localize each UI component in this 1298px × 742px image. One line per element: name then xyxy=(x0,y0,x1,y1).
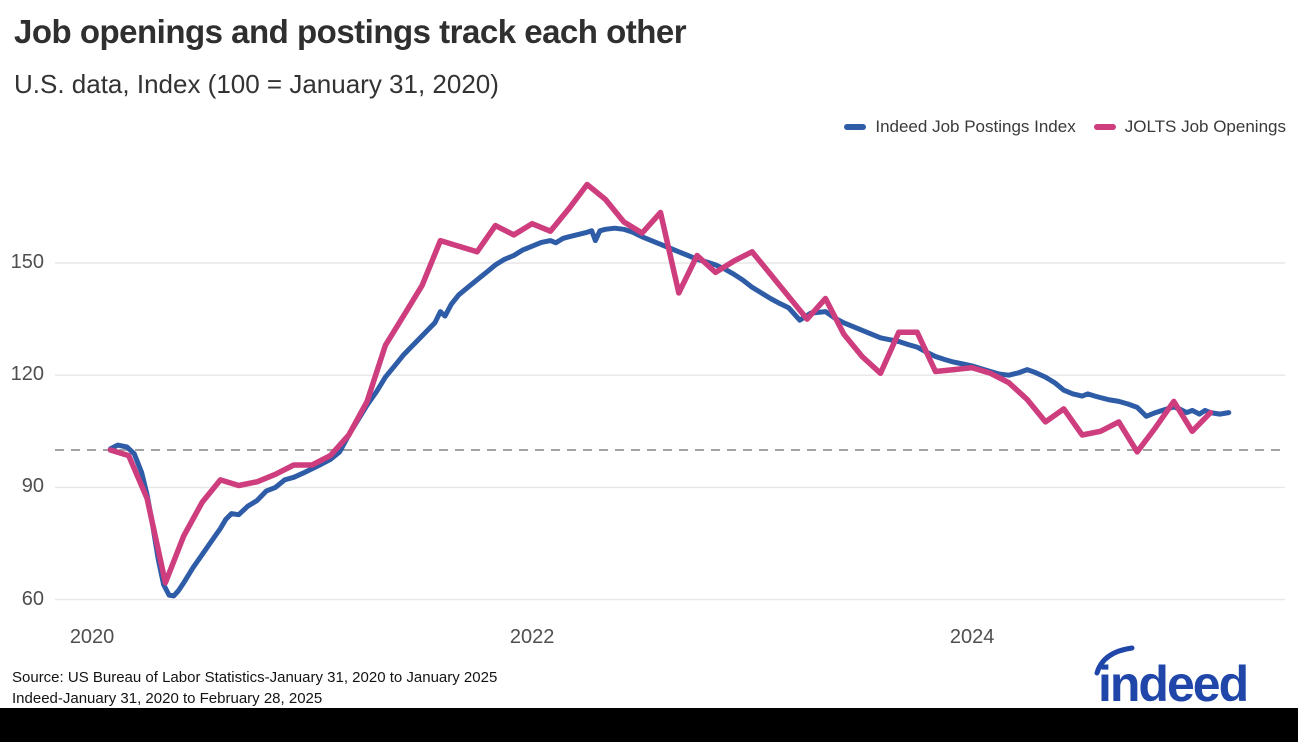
source-note: Source: US Bureau of Labor Statistics-Ja… xyxy=(12,667,497,709)
legend: Indeed Job Postings Index JOLTS Job Open… xyxy=(844,117,1286,137)
y-axis-tick-90: 90 xyxy=(21,475,44,498)
legend-item-jolts: JOLTS Job Openings xyxy=(1093,117,1286,137)
legend-label-indeed: Indeed Job Postings Index xyxy=(875,117,1076,136)
y-axis-tick-120: 120 xyxy=(10,363,44,386)
x-axis-tick-2024: 2024 xyxy=(949,626,995,648)
logo-arc-icon xyxy=(1094,645,1135,676)
jolts-legend-swatch-icon xyxy=(1093,124,1116,130)
y-axis-tick-60: 60 xyxy=(21,587,44,610)
indeed-legend-swatch-icon xyxy=(844,124,867,130)
x-axis-tick-2020: 2020 xyxy=(69,626,115,648)
indeed-logo: indeed xyxy=(1094,645,1249,707)
indeed-postings-line xyxy=(107,225,1232,599)
page-subtitle: U.S. data, Index (100 = January 31, 2020… xyxy=(14,69,499,99)
y-axis-tick-150: 150 xyxy=(10,251,44,273)
source-line-2: Indeed-January 31, 2020 to February 28, … xyxy=(12,690,323,707)
page-title: Job openings and postings track each oth… xyxy=(14,13,687,50)
legend-label-jolts: JOLTS Job Openings xyxy=(1124,117,1286,136)
indeed-logo-text: indeed xyxy=(1098,656,1247,707)
legend-item-indeed: Indeed Job Postings Index xyxy=(844,117,1076,137)
source-line-1: Source: US Bureau of Labor Statistics-Ja… xyxy=(12,669,498,686)
x-axis-tick-2022: 2022 xyxy=(509,626,555,648)
jolts-openings-line xyxy=(107,181,1214,586)
bottom-bar xyxy=(0,708,1298,742)
